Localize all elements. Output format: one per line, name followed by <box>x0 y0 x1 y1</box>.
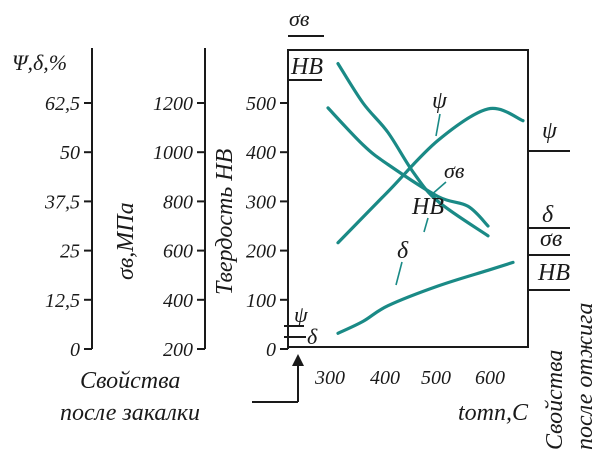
hardness-curve-label-leader <box>423 217 429 233</box>
sigma-tick-label: 600 <box>163 241 193 263</box>
hardness-tick-label: 200 <box>246 241 276 263</box>
sigma-tick-label: 1000 <box>153 142 193 164</box>
delta-curve <box>336 260 515 335</box>
hardness-tick-label: 0 <box>266 339 276 361</box>
psi-delta-tick-label: 62,5 <box>45 93 80 115</box>
sigma-axis-label: σв,МПа <box>113 202 139 280</box>
anneal-label-line2: после отжига <box>572 303 598 450</box>
sigma-curve <box>326 106 490 228</box>
right-marker-label: δ <box>542 202 554 228</box>
right-marker-label: σв <box>540 226 562 252</box>
hardness-ticks: 500 400 300 200 100 0 <box>245 93 288 361</box>
x-tick-label: 500 <box>421 367 451 389</box>
delta-curve-label-leader <box>395 261 403 286</box>
delta-curve-label: δ <box>397 238 409 264</box>
quench-arrow-head <box>292 354 304 366</box>
sigma-tick-label: 800 <box>163 191 193 213</box>
psi-curve <box>336 106 525 245</box>
psi-delta-tick-label: 50 <box>60 142 80 164</box>
hardness-axis-label: Твердость НВ <box>212 148 238 295</box>
sigma-curve-label-leader <box>429 181 447 197</box>
hardness-tick-label: 300 <box>245 191 276 213</box>
hardness-curve-label: НВ <box>411 194 444 220</box>
hardness-tick-label: 100 <box>246 290 276 312</box>
psi-delta-tick-label: 37,5 <box>44 191 80 213</box>
psi-curve-label-leader <box>435 113 441 137</box>
psi-delta-tick-label: 12,5 <box>45 290 80 312</box>
hardness-tick-label: 500 <box>246 93 276 115</box>
sigma-ticks: 1200 1000 800 600 400 200 <box>153 93 205 361</box>
top-hb-label: НВ <box>290 54 323 80</box>
hardness-curve <box>336 62 490 238</box>
psi-delta-ticks: 62,5 50 37,5 25 12,5 0 <box>44 93 92 361</box>
x-tick-label: 600 <box>475 367 505 389</box>
sigma-tick-label: 200 <box>163 339 193 361</box>
right-markers: ψ δσв НВ <box>528 118 570 291</box>
x-axis-label: tотп,С <box>458 400 529 426</box>
hardness-tick-label: 400 <box>246 142 276 164</box>
quench-label-line1: Свойства <box>80 368 180 394</box>
psi-delta-axis-label: Ψ,δ,% <box>12 50 67 75</box>
top-sigma-label: σв <box>289 6 310 31</box>
right-marker-label: ψ <box>542 118 558 144</box>
left-delta-marker: δ <box>307 324 318 349</box>
plot-frame <box>287 49 529 348</box>
psi-delta-tick-label: 0 <box>70 339 80 361</box>
x-axis-label-text: tотп,С <box>458 400 529 426</box>
psi-delta-tick-label: 25 <box>60 241 80 263</box>
x-tick-labels: 300 400 500 600 <box>314 367 505 389</box>
anneal-label-line1: Свойства <box>542 350 568 450</box>
x-tick-label: 400 <box>370 367 400 389</box>
sigma-tick-label: 400 <box>163 290 193 312</box>
quench-label-line2: после закалки <box>60 400 200 426</box>
sigma-curve-label: σв <box>444 158 465 183</box>
right-marker-label: НВ <box>537 260 570 286</box>
x-tick-label: 300 <box>314 367 345 389</box>
sigma-tick-label: 1200 <box>153 93 193 115</box>
psi-curve-label: ψ <box>432 88 448 114</box>
left-psi-marker: ψ <box>294 302 308 327</box>
